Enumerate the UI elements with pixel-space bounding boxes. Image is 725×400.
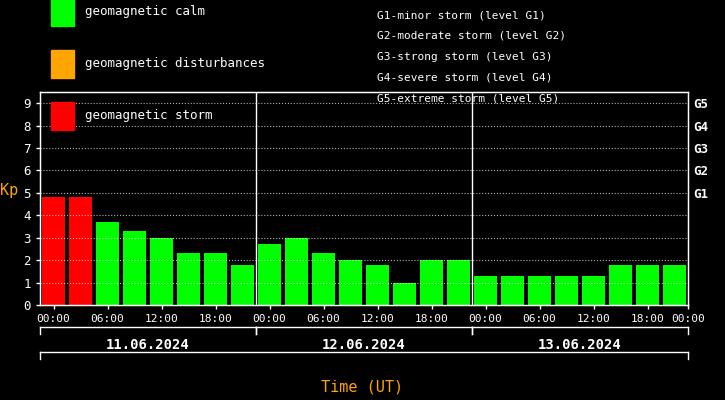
Bar — [366, 265, 389, 305]
Bar — [393, 282, 416, 305]
Bar — [339, 260, 362, 305]
Bar — [150, 238, 173, 305]
Bar — [204, 254, 227, 305]
Bar — [177, 254, 200, 305]
Bar — [231, 265, 254, 305]
Bar — [69, 197, 92, 305]
Bar — [420, 260, 443, 305]
Text: G4-severe storm (level G4): G4-severe storm (level G4) — [377, 72, 552, 82]
Bar — [42, 197, 65, 305]
Y-axis label: Kp: Kp — [1, 184, 19, 198]
Text: geomagnetic calm: geomagnetic calm — [85, 6, 205, 18]
Bar — [447, 260, 470, 305]
Text: 12.06.2024: 12.06.2024 — [322, 338, 406, 352]
Bar — [474, 276, 497, 305]
Bar — [663, 265, 686, 305]
Text: 11.06.2024: 11.06.2024 — [106, 338, 190, 352]
Bar — [582, 276, 605, 305]
Bar — [609, 265, 632, 305]
Text: G3-strong storm (level G3): G3-strong storm (level G3) — [377, 52, 552, 62]
Bar — [285, 238, 308, 305]
Text: geomagnetic disturbances: geomagnetic disturbances — [85, 58, 265, 70]
Bar — [636, 265, 659, 305]
Text: G5-extreme storm (level G5): G5-extreme storm (level G5) — [377, 93, 559, 103]
Bar — [555, 276, 578, 305]
Bar — [258, 244, 281, 305]
Bar — [501, 276, 524, 305]
Bar — [96, 222, 119, 305]
Text: 13.06.2024: 13.06.2024 — [538, 338, 622, 352]
Text: G2-moderate storm (level G2): G2-moderate storm (level G2) — [377, 31, 566, 41]
Bar — [123, 231, 146, 305]
Bar — [312, 254, 335, 305]
Text: Time (UT): Time (UT) — [321, 379, 404, 394]
Text: G1-minor storm (level G1): G1-minor storm (level G1) — [377, 10, 546, 20]
Text: geomagnetic storm: geomagnetic storm — [85, 110, 212, 122]
Bar — [528, 276, 551, 305]
